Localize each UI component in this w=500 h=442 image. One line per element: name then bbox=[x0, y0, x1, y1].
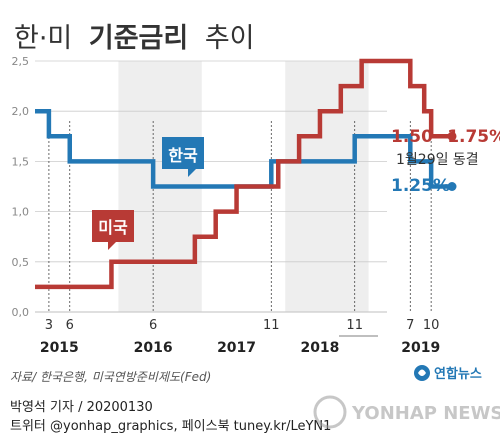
y-axis-ticks: 0,0 0,5 1,0 1,5 2,0 2,5 bbox=[12, 55, 30, 319]
us-end-value: 1.50~1.75% bbox=[391, 127, 500, 147]
logo-text: 연합뉴스 bbox=[434, 366, 482, 382]
x-month-tick-label: 3 bbox=[45, 318, 53, 333]
us-end-dot bbox=[447, 131, 457, 141]
y-tick-label: 1,5 bbox=[12, 155, 30, 168]
year-band-2018 bbox=[285, 61, 369, 312]
chart-title: 한·미 기준금리 추이 bbox=[14, 23, 255, 54]
us-end-note: 1월29일 동결 bbox=[396, 152, 479, 168]
watermark-icon bbox=[313, 395, 347, 429]
x-year-label: 2016 bbox=[134, 340, 173, 356]
us-series-name: 미국 bbox=[98, 218, 128, 237]
x-axis-month-ticks: 3 6 6 11 11 7 10 bbox=[45, 318, 440, 333]
credit-line-1: 박영석 기자 / 20200130 bbox=[10, 400, 153, 415]
x-month-tick-label: 6 bbox=[149, 318, 157, 333]
series-end-markers bbox=[447, 131, 457, 191]
korea-label-box: 한국 bbox=[162, 137, 204, 177]
korea-rate-line bbox=[35, 108, 452, 189]
source-note: 자료/ 한국은행, 미국연방준비제도(Fed) bbox=[10, 370, 211, 384]
watermark-text: YONHAP NEWS bbox=[351, 403, 500, 424]
x-year-label: 2017 bbox=[217, 340, 256, 356]
x-month-tick-label: 11 bbox=[346, 318, 363, 333]
yonhap-logo: 연합뉴스 bbox=[414, 365, 482, 382]
x-year-label: 2015 bbox=[40, 340, 79, 356]
title-bold: 기준금리 bbox=[89, 23, 188, 54]
x-year-label: 2018 bbox=[300, 340, 339, 356]
x-axis-year-labels: 2015 2016 2017 2018 2019 bbox=[40, 335, 440, 356]
us-label-box: 미국 bbox=[92, 210, 134, 250]
us-label-shape bbox=[92, 210, 134, 250]
y-tick-label: 1,0 bbox=[12, 206, 30, 219]
korea-label-shape bbox=[162, 137, 204, 177]
series-lines bbox=[35, 58, 452, 290]
y-tick-label: 2,0 bbox=[12, 105, 30, 118]
y-tick-label: 0,5 bbox=[12, 256, 30, 269]
x-month-tick-label: 6 bbox=[66, 318, 74, 333]
x-year-label: 2019 bbox=[401, 340, 440, 356]
us-rate-line bbox=[35, 58, 452, 290]
logo-icon-mark bbox=[418, 369, 426, 376]
title-light: 한·미 bbox=[14, 23, 72, 54]
korea-series-name: 한국 bbox=[168, 146, 198, 165]
x-month-tick-label: 11 bbox=[263, 318, 280, 333]
korea-end-value: 1.25% bbox=[391, 176, 450, 196]
y-tick-label: 2,5 bbox=[12, 55, 30, 68]
y-tick-label: 0,0 bbox=[12, 306, 30, 319]
title-tail: 추이 bbox=[205, 23, 255, 54]
korea-end-dot bbox=[447, 182, 457, 191]
credit-line-2: 트위터 @yonhap_graphics, 페이스북 tuney.kr/LeYN… bbox=[10, 419, 331, 434]
x-month-tick-label: 7 bbox=[406, 318, 414, 333]
yonhap-watermark: YONHAP NEWS bbox=[313, 395, 500, 429]
x-month-tick-label: 10 bbox=[423, 318, 440, 333]
